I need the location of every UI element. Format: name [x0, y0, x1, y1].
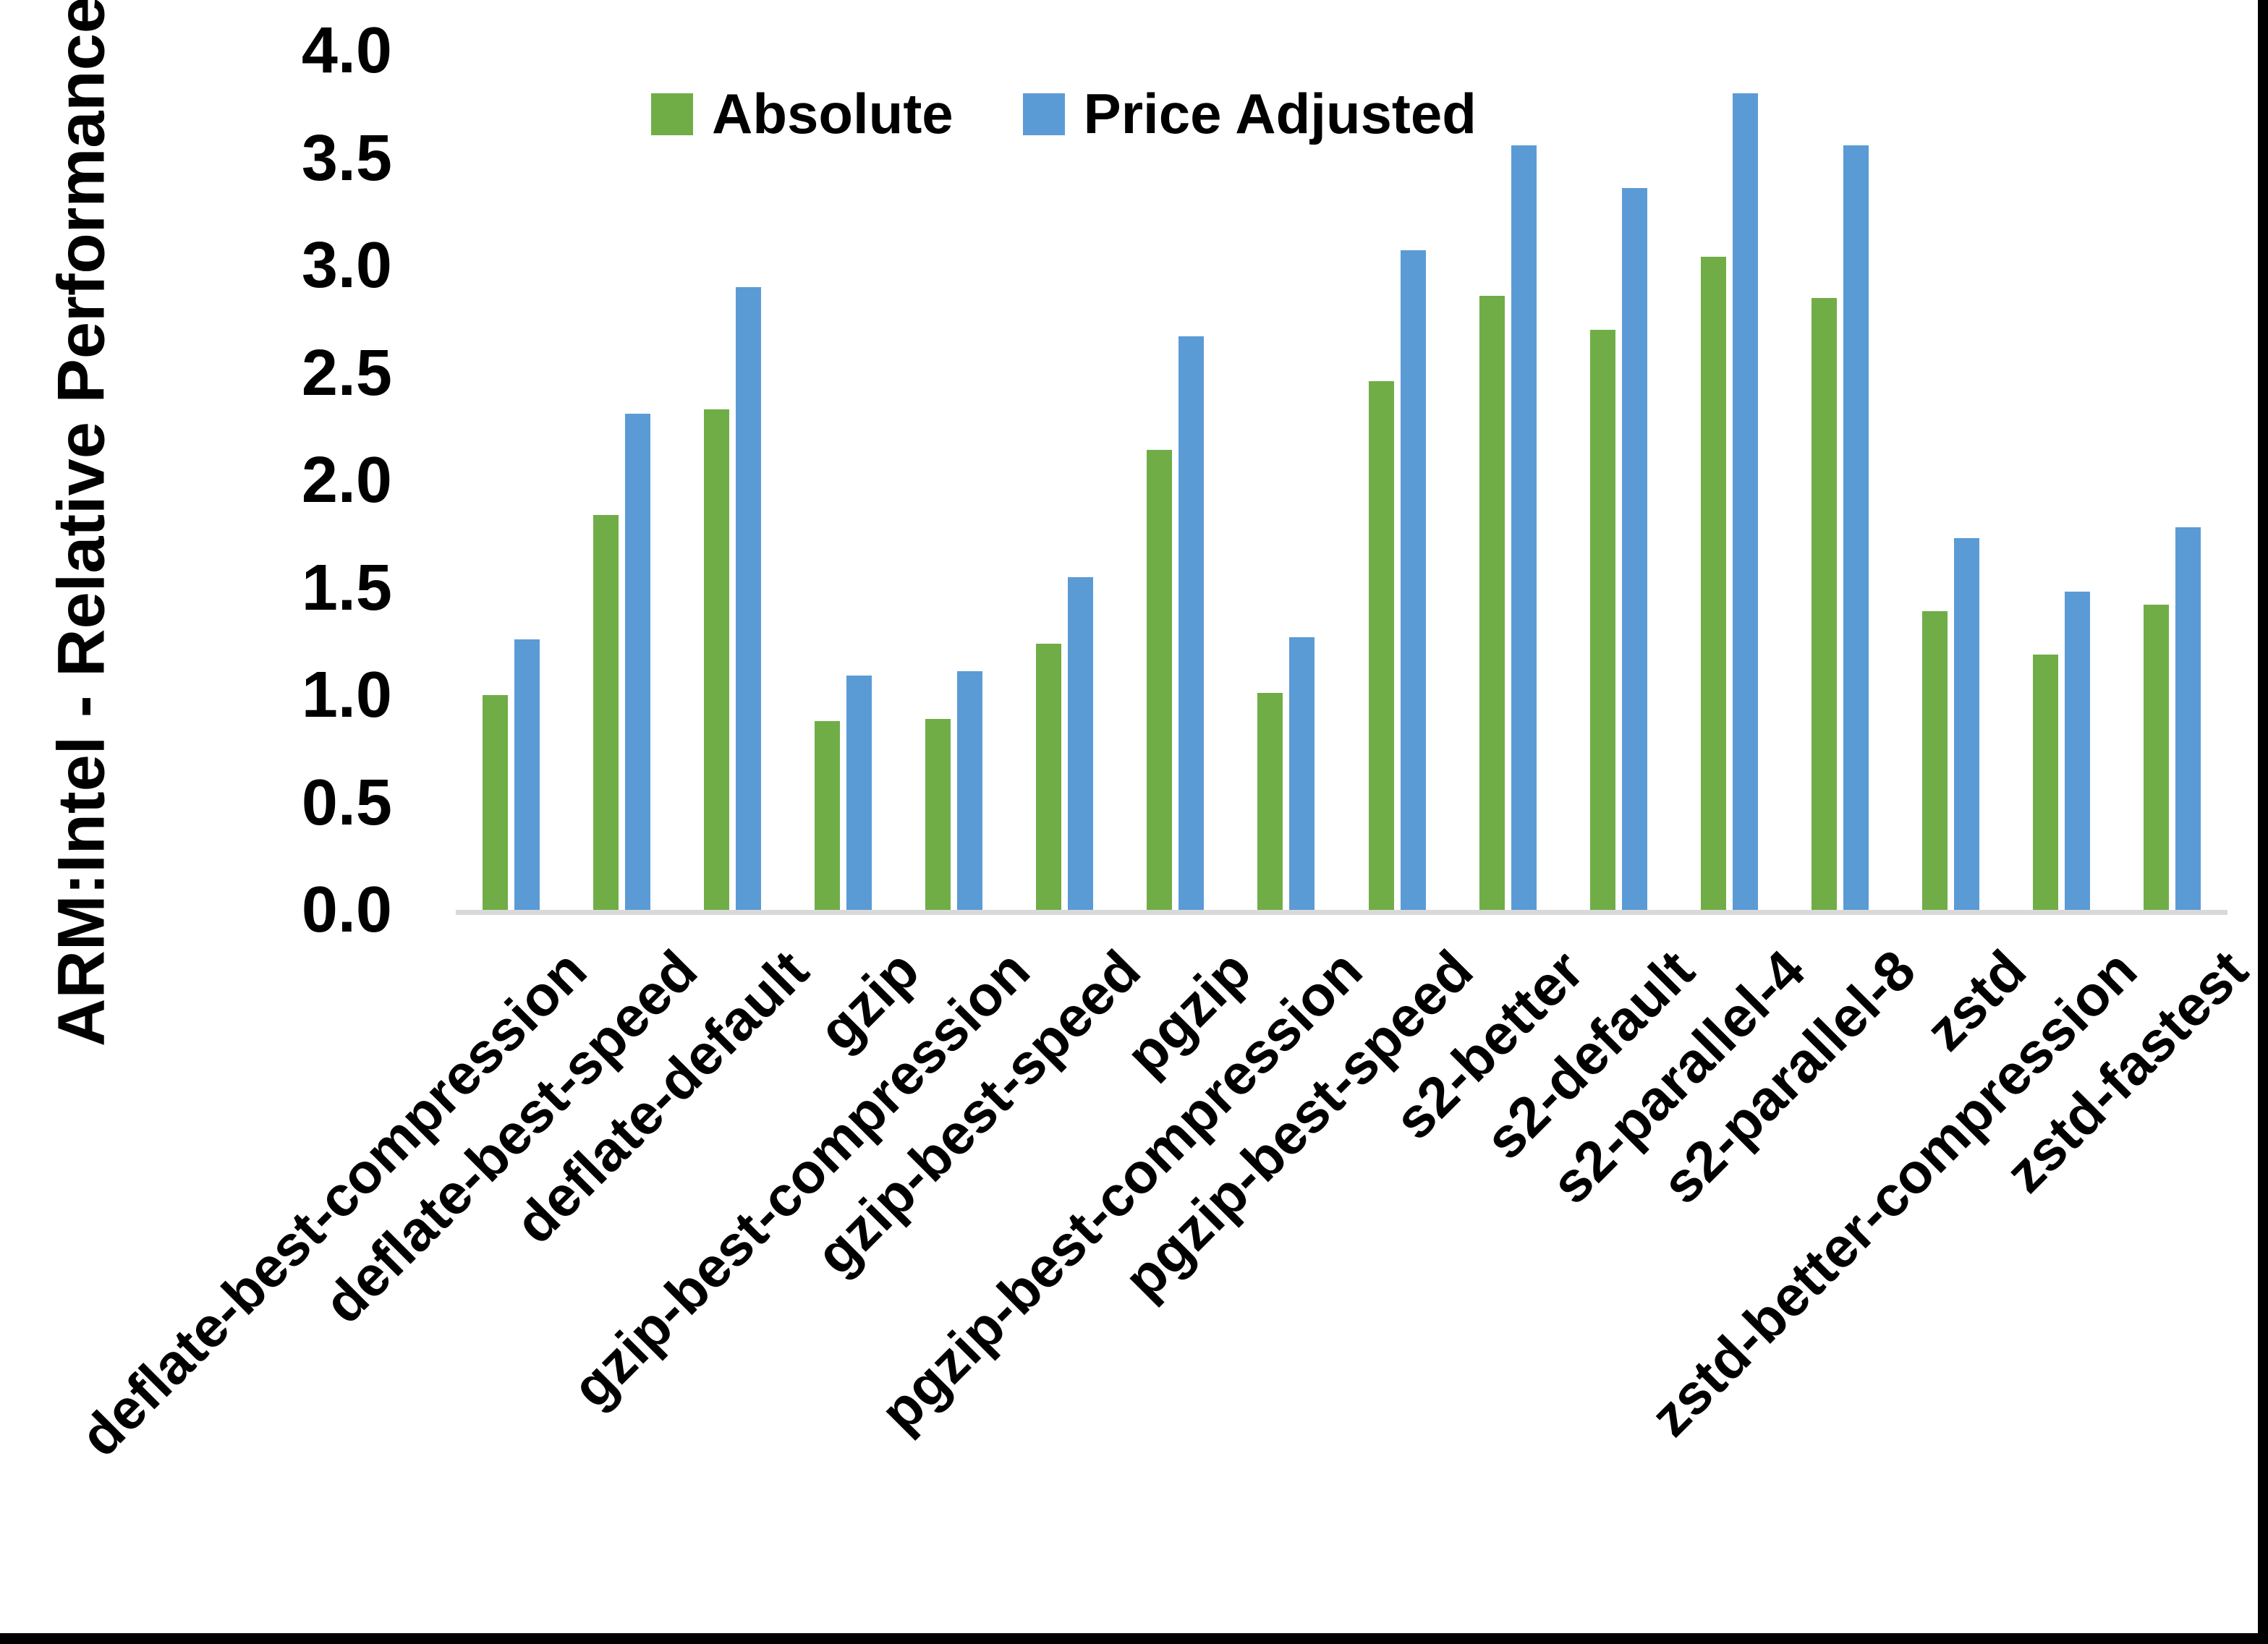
- bar-absolute-deflate-best-compression: [483, 695, 509, 910]
- bar-group-pgzip-best-compression: [1231, 51, 1341, 910]
- bar-price-adjusted-deflate-default: [736, 286, 762, 910]
- bar-price-adjusted-deflate-best-compression: [514, 639, 540, 910]
- y-tick-label: 1.5: [301, 551, 392, 624]
- bar-absolute-s2-default: [1589, 330, 1615, 910]
- legend-label: Price Adjusted: [1083, 82, 1477, 145]
- bar-price-adjusted-zstd-fastest: [2175, 527, 2201, 910]
- legend-swatch-icon: [651, 93, 693, 135]
- bar-group-s2-parallel-4: [1674, 51, 1785, 910]
- bar-group-deflate-best-compression: [456, 51, 566, 910]
- bar-absolute-s2-better: [1479, 295, 1505, 910]
- y-tick-label: 2.5: [301, 336, 392, 409]
- legend: Absolute Price Adjusted: [651, 81, 1477, 147]
- plot-area: [456, 51, 2227, 915]
- bar-group-gzip-best-speed: [1009, 51, 1120, 910]
- bar-price-adjusted-s2-better: [1511, 145, 1537, 910]
- bar-price-adjusted-gzip-best-compression: [957, 671, 983, 910]
- y-tick-label: 0.5: [301, 766, 392, 839]
- bar-group-zstd-fastest: [2117, 51, 2227, 910]
- bar-price-adjusted-pgzip-best-compression: [1289, 636, 1315, 910]
- bar-group-gzip: [788, 51, 899, 910]
- bar-absolute-gzip-best-compression: [925, 718, 951, 910]
- bar-price-adjusted-gzip: [846, 676, 872, 910]
- bar-group-zstd: [1895, 51, 2006, 910]
- legend-label: Absolute: [712, 82, 954, 145]
- bar-absolute-zstd-better-compression: [2032, 654, 2058, 910]
- y-tick-label: 4.0: [301, 14, 392, 87]
- legend-entry-absolute: Absolute: [651, 81, 954, 147]
- bar-group-s2-better: [1453, 51, 1563, 910]
- bar-price-adjusted-zstd: [1953, 538, 1979, 910]
- bar-group-pgzip-best-speed: [1342, 51, 1453, 910]
- bar-absolute-pgzip-best-speed: [1368, 381, 1394, 910]
- y-axis-title: ARM:Intel - Relative Performance: [44, 0, 119, 1047]
- y-tick-label: 1.0: [301, 659, 392, 731]
- bar-group-deflate-default: [677, 51, 788, 910]
- bar-price-adjusted-s2-parallel-8: [1843, 145, 1869, 910]
- bar-group-deflate-best-speed: [566, 51, 677, 910]
- bar-absolute-gzip-best-speed: [1036, 643, 1062, 910]
- bar-absolute-gzip: [815, 720, 841, 910]
- bar-absolute-pgzip: [1147, 450, 1173, 910]
- y-tick-label: 2.0: [301, 444, 392, 516]
- bar-price-adjusted-gzip-best-speed: [1068, 576, 1094, 910]
- y-tick-label: 0.0: [301, 874, 392, 946]
- bar-price-adjusted-pgzip: [1178, 336, 1205, 910]
- y-tick-label: 3.5: [301, 122, 392, 195]
- bar-price-adjusted-pgzip-best-speed: [1400, 250, 1426, 910]
- bar-price-adjusted-deflate-best-speed: [625, 413, 651, 910]
- bar-price-adjusted-s2-default: [1621, 188, 1647, 910]
- bar-group-zstd-better-compression: [2006, 51, 2117, 910]
- bar-price-adjusted-zstd-better-compression: [2064, 592, 2090, 910]
- bar-group-s2-parallel-8: [1785, 51, 1895, 910]
- bar-absolute-zstd: [1921, 611, 1948, 910]
- bar-group-gzip-best-compression: [899, 51, 1009, 910]
- bar-absolute-pgzip-best-compression: [1257, 693, 1283, 910]
- bar-group-pgzip: [1120, 51, 1231, 910]
- y-tick-label: 3.0: [301, 229, 392, 302]
- bar-absolute-s2-parallel-4: [1700, 257, 1726, 910]
- bar-absolute-zstd-fastest: [2143, 605, 2169, 910]
- bar-price-adjusted-s2-parallel-4: [1732, 93, 1758, 910]
- legend-swatch-icon: [1022, 93, 1065, 135]
- bar-absolute-deflate-best-speed: [593, 514, 619, 910]
- bar-group-s2-default: [1563, 51, 1674, 910]
- legend-entry-price-adjusted: Price Adjusted: [1022, 81, 1477, 147]
- bar-absolute-deflate-default: [704, 409, 730, 910]
- bar-absolute-s2-parallel-8: [1811, 297, 1837, 910]
